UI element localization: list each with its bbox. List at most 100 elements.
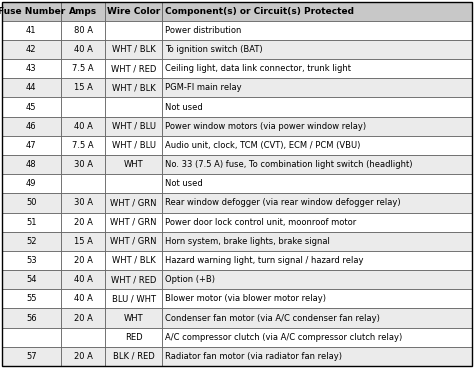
Text: 56: 56 — [26, 314, 36, 322]
Bar — [162, 117, 472, 136]
Bar — [2, 251, 61, 270]
Text: 7.5 A: 7.5 A — [72, 141, 94, 150]
Text: Not used: Not used — [165, 179, 202, 188]
Bar — [162, 2, 472, 21]
Text: WHT / GRN: WHT / GRN — [110, 198, 157, 208]
Bar — [162, 174, 472, 193]
Text: Horn system, brake lights, brake signal: Horn system, brake lights, brake signal — [165, 237, 330, 246]
Text: Hazard warning light, turn signal / hazard relay: Hazard warning light, turn signal / haza… — [165, 256, 363, 265]
Bar — [61, 270, 105, 289]
Bar — [2, 136, 61, 155]
Text: WHT: WHT — [124, 314, 144, 322]
Bar — [105, 136, 162, 155]
Bar — [105, 59, 162, 78]
Text: Not used: Not used — [165, 103, 202, 112]
Bar — [2, 270, 61, 289]
Text: Option (+B): Option (+B) — [165, 275, 215, 284]
Text: Wire Color: Wire Color — [107, 7, 160, 16]
Text: No. 33 (7.5 A) fuse, To combination light switch (headlight): No. 33 (7.5 A) fuse, To combination ligh… — [165, 160, 412, 169]
Text: 30 A: 30 A — [73, 160, 92, 169]
Text: 48: 48 — [26, 160, 36, 169]
Bar — [105, 328, 162, 347]
Bar — [162, 78, 472, 98]
Bar — [105, 155, 162, 174]
Bar — [61, 174, 105, 193]
Text: 47: 47 — [26, 141, 36, 150]
Text: WHT / RED: WHT / RED — [111, 275, 156, 284]
Bar — [2, 117, 61, 136]
Text: WHT / BLK: WHT / BLK — [112, 45, 155, 54]
Bar — [162, 328, 472, 347]
Text: 49: 49 — [26, 179, 36, 188]
Text: PGM-FI main relay: PGM-FI main relay — [165, 83, 241, 92]
Bar — [61, 308, 105, 328]
Bar — [162, 212, 472, 232]
Text: 20 A: 20 A — [73, 256, 92, 265]
Text: 20 A: 20 A — [73, 314, 92, 322]
Text: Blower motor (via blower motor relay): Blower motor (via blower motor relay) — [165, 294, 326, 303]
Bar — [162, 136, 472, 155]
Bar — [2, 98, 61, 117]
Bar — [61, 232, 105, 251]
Bar — [2, 155, 61, 174]
Bar — [2, 308, 61, 328]
Text: Power door lock control unit, moonroof motor: Power door lock control unit, moonroof m… — [165, 217, 356, 227]
Bar — [2, 232, 61, 251]
Bar — [162, 98, 472, 117]
Bar — [61, 212, 105, 232]
Bar — [61, 78, 105, 98]
Bar — [162, 289, 472, 308]
Text: Ceiling light, data link connector, trunk light: Ceiling light, data link connector, trun… — [165, 64, 351, 73]
Text: 40 A: 40 A — [73, 294, 92, 303]
Text: 42: 42 — [26, 45, 36, 54]
Text: WHT / RED: WHT / RED — [111, 64, 156, 73]
Bar — [162, 232, 472, 251]
Text: 55: 55 — [26, 294, 36, 303]
Bar — [162, 59, 472, 78]
Bar — [162, 193, 472, 212]
Bar — [2, 328, 61, 347]
Bar — [2, 78, 61, 98]
Text: WHT / GRN: WHT / GRN — [110, 217, 157, 227]
Text: 50: 50 — [26, 198, 36, 208]
Bar — [105, 21, 162, 40]
Bar — [2, 212, 61, 232]
Text: 51: 51 — [26, 217, 36, 227]
Text: Power distribution: Power distribution — [165, 26, 241, 35]
Bar — [2, 347, 61, 366]
Bar — [105, 347, 162, 366]
Bar — [105, 251, 162, 270]
Text: 57: 57 — [26, 352, 36, 361]
Bar — [105, 193, 162, 212]
Bar — [162, 40, 472, 59]
Bar — [61, 136, 105, 155]
Bar — [2, 40, 61, 59]
Text: 40 A: 40 A — [73, 45, 92, 54]
Bar — [105, 2, 162, 21]
Bar — [61, 155, 105, 174]
Text: Power window motors (via power window relay): Power window motors (via power window re… — [165, 122, 366, 131]
Bar — [105, 308, 162, 328]
Bar — [2, 21, 61, 40]
Bar — [2, 2, 61, 21]
Text: Condenser fan motor (via A/C condenser fan relay): Condenser fan motor (via A/C condenser f… — [165, 314, 380, 322]
Text: 40 A: 40 A — [73, 122, 92, 131]
Text: 7.5 A: 7.5 A — [72, 64, 94, 73]
Bar — [2, 59, 61, 78]
Text: BLU / WHT: BLU / WHT — [111, 294, 155, 303]
Text: 46: 46 — [26, 122, 36, 131]
Bar — [162, 308, 472, 328]
Text: 80 A: 80 A — [73, 26, 92, 35]
Text: WHT / BLU: WHT / BLU — [111, 141, 155, 150]
Text: WHT / BLK: WHT / BLK — [112, 83, 155, 92]
Text: Rear window defogger (via rear window defogger relay): Rear window defogger (via rear window de… — [165, 198, 401, 208]
Text: Amps: Amps — [69, 7, 97, 16]
Bar — [162, 251, 472, 270]
Bar — [61, 289, 105, 308]
Bar — [61, 98, 105, 117]
Text: 45: 45 — [26, 103, 36, 112]
Bar — [61, 59, 105, 78]
Bar — [61, 193, 105, 212]
Bar — [105, 174, 162, 193]
Text: 53: 53 — [26, 256, 36, 265]
